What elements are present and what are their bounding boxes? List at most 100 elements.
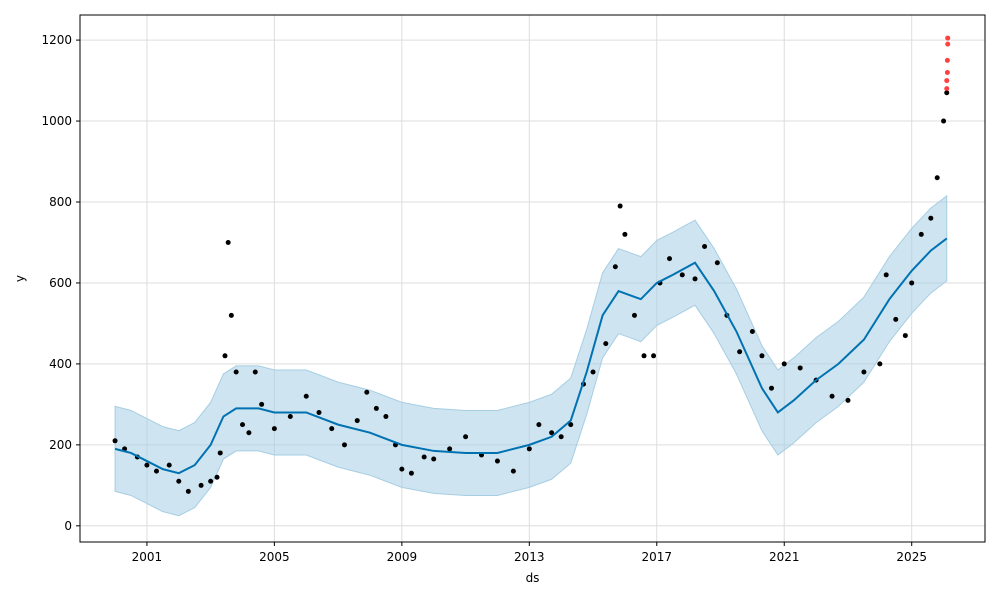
observed-point bbox=[217, 450, 223, 456]
observed-point bbox=[510, 468, 516, 474]
y-tick-label: 800 bbox=[49, 195, 72, 209]
observed-point bbox=[431, 456, 437, 462]
observed-point bbox=[702, 244, 708, 250]
observed-point bbox=[341, 442, 347, 448]
observed-point bbox=[259, 401, 265, 407]
observed-point bbox=[287, 414, 293, 420]
observed-point bbox=[631, 312, 637, 318]
observed-point bbox=[198, 482, 204, 488]
observed-point bbox=[902, 333, 908, 339]
observed-point bbox=[845, 397, 851, 403]
observed-points bbox=[112, 90, 950, 494]
recent-point bbox=[944, 57, 950, 63]
uncertainty-area bbox=[114, 194, 948, 517]
x-tick-label: 2025 bbox=[896, 550, 927, 564]
x-axis-ticks: 2001 2005 2009 2013 2017 2021 2025 bbox=[132, 542, 927, 564]
observed-point bbox=[829, 393, 835, 399]
x-tick-label: 2021 bbox=[769, 550, 800, 564]
observed-point bbox=[714, 260, 720, 266]
x-tick-label: 2009 bbox=[387, 550, 418, 564]
observed-point bbox=[316, 409, 322, 415]
observed-point bbox=[651, 353, 657, 359]
observed-point bbox=[208, 478, 214, 484]
observed-point bbox=[797, 365, 803, 371]
observed-point bbox=[641, 353, 647, 359]
observed-point bbox=[176, 478, 182, 484]
observed-point bbox=[112, 438, 118, 444]
x-tick-label: 2013 bbox=[514, 550, 545, 564]
forecast-line bbox=[114, 237, 948, 475]
recent-point bbox=[945, 41, 951, 47]
observed-point bbox=[246, 430, 252, 436]
observed-point bbox=[536, 422, 542, 428]
observed-point bbox=[447, 446, 453, 452]
observed-point bbox=[918, 231, 924, 237]
plot-frame bbox=[79, 14, 986, 543]
observed-point bbox=[303, 393, 309, 399]
observed-point bbox=[759, 353, 765, 359]
observed-point bbox=[373, 405, 379, 411]
y-tick-label: 400 bbox=[49, 357, 72, 371]
y-tick-label: 600 bbox=[49, 276, 72, 290]
observed-point bbox=[228, 312, 234, 318]
y-tick-label: 0 bbox=[64, 519, 72, 533]
observed-point bbox=[271, 426, 277, 432]
observed-point bbox=[590, 369, 596, 375]
observed-point bbox=[494, 458, 500, 464]
observed-point bbox=[252, 369, 258, 375]
observed-point bbox=[928, 215, 934, 221]
x-tick-label: 2017 bbox=[642, 550, 673, 564]
observed-point bbox=[153, 468, 159, 474]
observed-point bbox=[399, 466, 405, 472]
observed-point bbox=[883, 272, 889, 278]
y-axis-label: y bbox=[13, 275, 27, 282]
observed-point bbox=[944, 90, 950, 96]
observed-point bbox=[692, 276, 698, 282]
observed-point bbox=[233, 369, 239, 375]
y-tick-label: 200 bbox=[49, 438, 72, 452]
recent-point bbox=[944, 69, 950, 75]
observed-point bbox=[549, 430, 555, 436]
observed-point bbox=[185, 488, 191, 494]
observed-point bbox=[861, 369, 867, 375]
observed-point bbox=[603, 341, 609, 347]
observed-point bbox=[667, 256, 673, 262]
observed-point bbox=[737, 349, 743, 355]
observed-point bbox=[768, 385, 774, 391]
y-axis-ticks: 0 200 400 600 800 1000 1200 bbox=[41, 33, 80, 533]
forecast-trend-line bbox=[114, 237, 948, 475]
observed-point bbox=[909, 280, 915, 286]
x-tick-label: 2001 bbox=[132, 550, 163, 564]
observed-point bbox=[214, 474, 220, 480]
observed-point bbox=[526, 446, 532, 452]
observed-point bbox=[679, 272, 685, 278]
x-axis-label: ds bbox=[526, 571, 540, 585]
uncertainty-band bbox=[114, 194, 948, 517]
observed-point bbox=[877, 361, 883, 367]
observed-point bbox=[364, 389, 370, 395]
observed-point bbox=[354, 418, 360, 424]
observed-point bbox=[329, 426, 335, 432]
observed-point bbox=[893, 316, 899, 322]
observed-point bbox=[749, 329, 755, 335]
observed-point bbox=[222, 353, 228, 359]
observed-point bbox=[408, 470, 414, 476]
recent-point bbox=[944, 86, 950, 92]
observed-point bbox=[421, 454, 427, 460]
recent-points bbox=[944, 35, 951, 92]
y-tick-label: 1000 bbox=[41, 114, 72, 128]
observed-point bbox=[240, 422, 246, 428]
recent-point bbox=[944, 78, 950, 84]
y-tick-label: 1200 bbox=[41, 33, 72, 47]
observed-point bbox=[383, 414, 389, 420]
observed-point bbox=[612, 264, 618, 270]
observed-point bbox=[568, 422, 574, 428]
observed-point bbox=[463, 434, 469, 440]
x-tick-label: 2005 bbox=[259, 550, 290, 564]
observed-point bbox=[617, 203, 623, 209]
observed-point bbox=[934, 175, 940, 181]
observed-point bbox=[558, 434, 564, 440]
recent-point bbox=[945, 35, 951, 41]
